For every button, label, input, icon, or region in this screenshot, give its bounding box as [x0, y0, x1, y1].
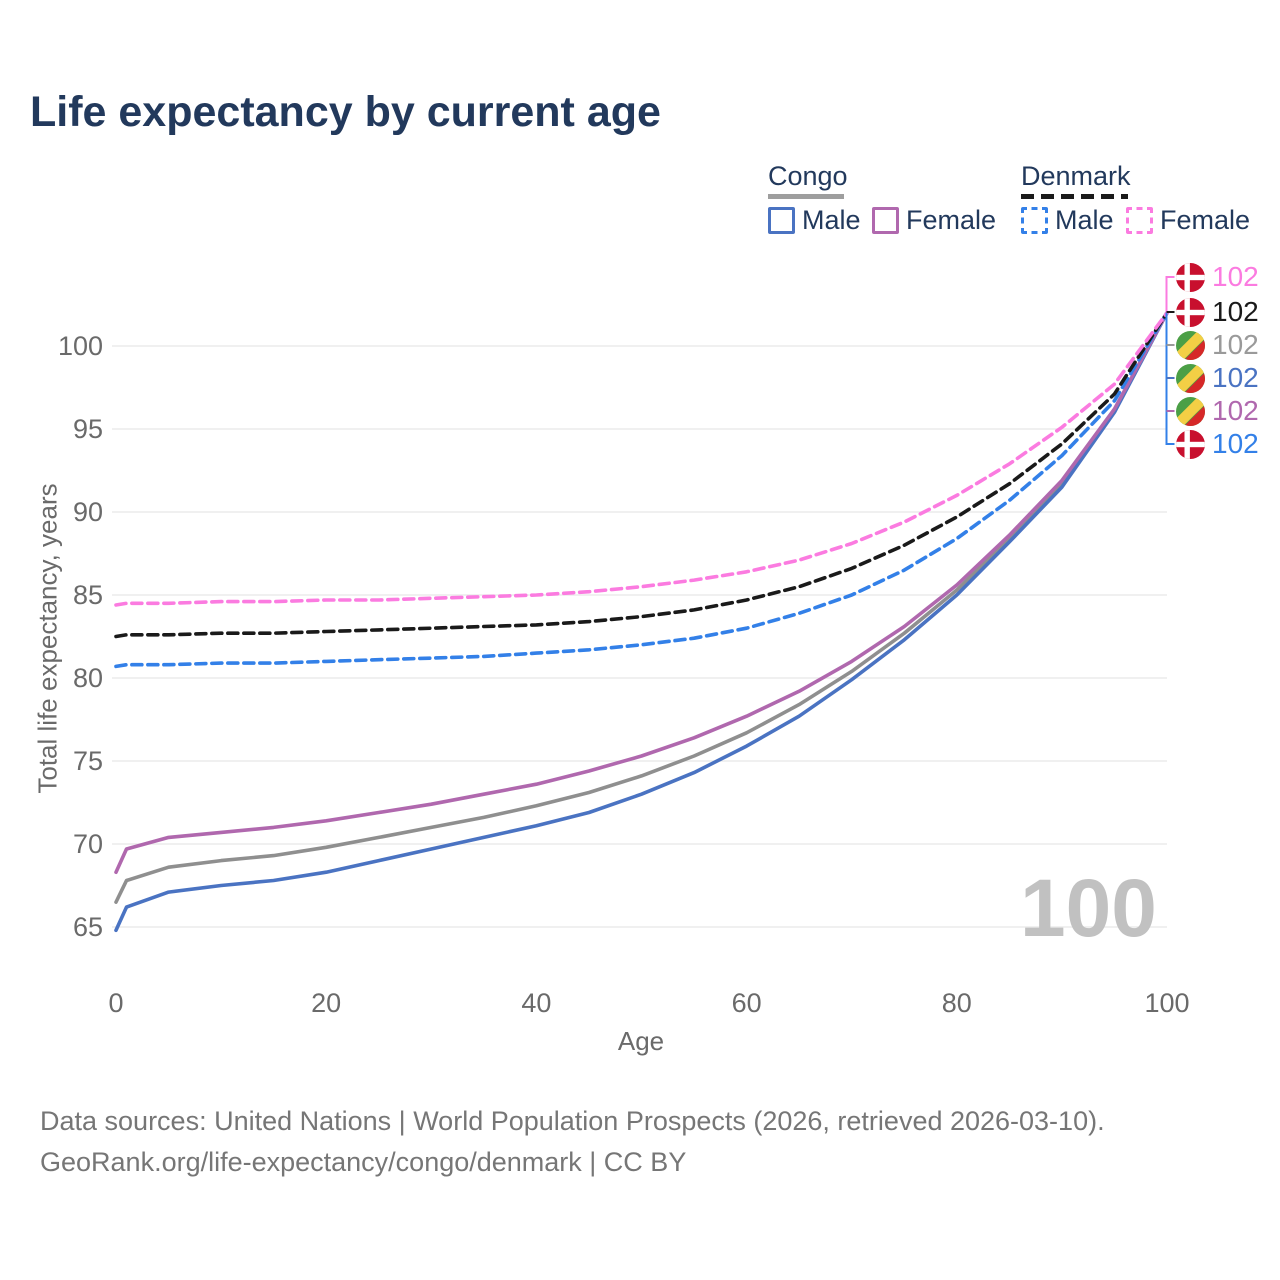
legend-congo-header[interactable]: Congo	[768, 161, 848, 191]
series-line-congo-male[interactable]	[114, 310, 1169, 933]
legend-item-label: Female	[906, 205, 997, 235]
current-age-watermark: 100	[1020, 863, 1157, 954]
series-line-congo-female[interactable]	[114, 310, 1169, 875]
end-label-denmark-male: 102	[1176, 428, 1259, 460]
x-tick-60: 60	[731, 988, 762, 1018]
x-tick-80: 80	[941, 988, 972, 1018]
y-tick-90: 90	[72, 497, 103, 527]
x-tick-20: 20	[311, 988, 342, 1018]
end-label-denmark-both-sexes: 102	[1176, 296, 1259, 328]
y-tick-65: 65	[72, 912, 103, 942]
end-label-value: 102	[1212, 261, 1259, 292]
denmark-flag-icon	[1176, 429, 1205, 459]
denmark-female-swatch-icon	[1126, 207, 1153, 234]
footer-url-line: GeoRank.org/life-expectancy/congo/denmar…	[40, 1147, 687, 1177]
denmark-flag-icon	[1176, 297, 1205, 327]
congo-male-swatch-icon	[768, 207, 795, 234]
congo-female-swatch-icon	[872, 207, 899, 234]
series-line-denmark-female[interactable]	[114, 310, 1169, 607]
x-tick-100: 100	[1144, 988, 1190, 1018]
legend-item-congo-female[interactable]: Female	[872, 205, 996, 236]
legend-item-denmark-female[interactable]: Female	[1126, 205, 1250, 236]
legend-denmark-header[interactable]: Denmark	[1021, 161, 1131, 191]
end-label-congo-both-sexes: 102	[1176, 329, 1259, 361]
footer-source-line: Data sources: United Nations | World Pop…	[40, 1106, 1105, 1136]
y-tick-70: 70	[72, 829, 103, 859]
series-line-denmark-both[interactable]	[114, 310, 1169, 639]
legend-group-congo: Congo	[768, 161, 848, 199]
legend-congo-underline	[768, 194, 844, 199]
end-label-value: 102	[1212, 362, 1259, 393]
x-axis-title: Age	[617, 1026, 665, 1056]
congo-flag-icon	[1176, 396, 1205, 426]
x-tick-0: 0	[108, 988, 124, 1018]
legend-item-label: Male	[1055, 205, 1114, 235]
y-tick-80: 80	[72, 663, 103, 693]
legend-denmark-underline	[1021, 194, 1128, 199]
x-tick-40: 40	[521, 988, 552, 1018]
legend-group-denmark: Denmark	[1021, 161, 1131, 199]
y-tick-100: 100	[57, 331, 103, 361]
y-axis-title: Total life expectancy, years	[32, 483, 63, 794]
legend-item-congo-male[interactable]: Male	[768, 205, 861, 236]
series-line-denmark-male[interactable]	[114, 310, 1169, 669]
page-title: Life expectancy by current age	[30, 88, 661, 136]
y-tick-75: 75	[72, 746, 103, 776]
end-label-value: 102	[1212, 329, 1259, 360]
series-line-congo-both[interactable]	[114, 310, 1169, 904]
end-label-value: 102	[1212, 428, 1259, 459]
end-label-denmark-female: 102	[1176, 261, 1259, 293]
legend-item-denmark-male[interactable]: Male	[1021, 205, 1114, 236]
end-label-value: 102	[1212, 296, 1259, 327]
leader-line-top	[1165, 276, 1175, 313]
leader-line-bottom	[1165, 312, 1175, 445]
y-tick-95: 95	[72, 414, 103, 444]
congo-flag-icon	[1176, 330, 1205, 360]
legend-item-label: Male	[802, 205, 861, 235]
legend-item-label: Female	[1160, 205, 1251, 235]
congo-flag-icon	[1176, 363, 1205, 393]
end-label-congo-male: 102	[1176, 362, 1259, 394]
denmark-male-swatch-icon	[1021, 207, 1048, 234]
end-label-congo-female: 102	[1176, 395, 1259, 427]
y-tick-85: 85	[72, 580, 103, 610]
end-label-value: 102	[1212, 395, 1259, 426]
denmark-flag-icon	[1176, 262, 1205, 292]
